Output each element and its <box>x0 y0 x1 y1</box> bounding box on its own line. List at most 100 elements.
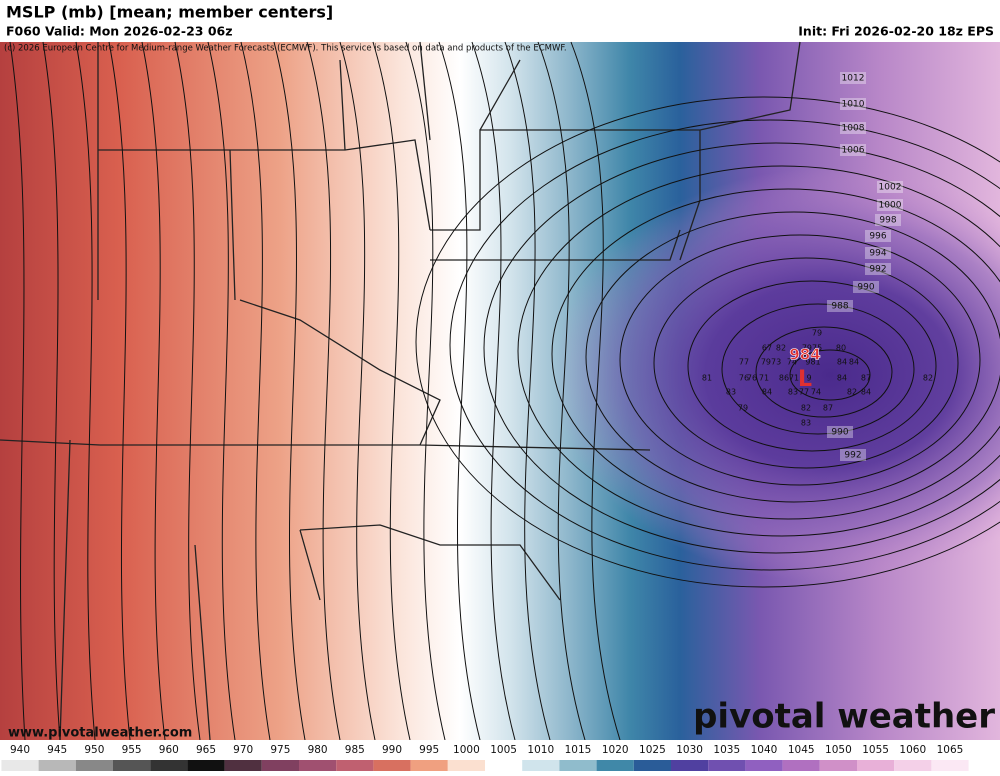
member-label: 67 <box>762 344 772 353</box>
member-label: 82 <box>801 404 811 413</box>
colorbar-tick-label: 960 <box>159 744 179 756</box>
colorbar-tick-label: 1000 <box>453 744 480 756</box>
isobar <box>174 41 201 741</box>
isobar <box>9 41 26 741</box>
colorbar-tick-label: 1015 <box>565 744 592 756</box>
member-label: 77 <box>739 358 749 367</box>
colorbar-tick-label: 1055 <box>862 744 889 756</box>
title: MSLP (mb) [mean; member centers] <box>6 3 333 22</box>
isobar <box>306 41 341 741</box>
isobar <box>339 41 376 741</box>
isobar <box>789 349 871 401</box>
member-label: 84 <box>837 374 847 383</box>
contour-label-box <box>840 122 866 134</box>
contour-label: 994 <box>869 249 886 259</box>
contour-label: 1012 <box>842 74 865 84</box>
map: (c) 2026 European Centre for Medium-rang… <box>0 41 1000 741</box>
contour-label-box <box>865 230 891 242</box>
colorbar-swatch <box>299 760 337 771</box>
colorbar-tick-label: 975 <box>270 744 290 756</box>
member-label: 86 <box>779 374 789 383</box>
colorbar-swatch <box>708 760 746 771</box>
member-label: 82 <box>847 388 857 397</box>
colorbar-tick-label: 1045 <box>788 744 815 756</box>
isobar <box>483 142 1000 554</box>
isobar <box>471 41 516 741</box>
member-label: 84 <box>837 358 847 367</box>
contour-label-box <box>877 199 903 211</box>
contour-label: 1002 <box>879 183 902 193</box>
contour-label-box <box>875 214 901 226</box>
colorbar-tick-label: 945 <box>47 744 67 756</box>
isobar <box>449 119 1000 571</box>
colorbar-tick-label: 965 <box>196 744 216 756</box>
member-label: 981 <box>805 358 820 367</box>
isobar <box>240 41 271 741</box>
contour-label-box <box>827 426 853 438</box>
valid-time: F060 Valid: Mon 2026-02-23 06z <box>6 24 233 39</box>
colorbar-swatch <box>559 760 597 771</box>
colorbar-swatch <box>1 760 39 771</box>
member-label: 7973 <box>761 358 781 367</box>
contour-label-box <box>840 98 866 110</box>
contour-label: 992 <box>869 265 886 275</box>
contour-label: 988 <box>831 302 848 312</box>
member-label: 84 <box>762 388 772 397</box>
contour-label: 990 <box>831 428 848 438</box>
isobar <box>570 41 621 741</box>
member-label: 84 <box>861 388 871 397</box>
isobar <box>619 234 981 486</box>
colorbar-swatch <box>857 760 895 771</box>
contour-label-box <box>840 144 866 156</box>
colorbar-tick-label: 980 <box>308 744 328 756</box>
isobar <box>141 41 166 741</box>
state-borders <box>0 41 801 741</box>
low-value: 984 <box>789 346 820 364</box>
colorbar-swatch <box>373 760 411 771</box>
member-label: 83 <box>788 388 798 397</box>
colorbar-swatch <box>633 760 671 771</box>
colorbar-swatch <box>596 760 634 771</box>
colorbar-tick-label: 990 <box>382 744 402 756</box>
colorbar-tick-label: 955 <box>122 744 142 756</box>
isobar <box>504 41 551 741</box>
contour-label: 996 <box>869 232 886 242</box>
isobar <box>551 188 1000 520</box>
copyright: (c) 2026 European Centre for Medium-rang… <box>4 44 567 54</box>
contour-label: 990 <box>857 283 874 293</box>
member-label: 7975 <box>802 344 822 353</box>
contour-label-box <box>840 72 866 84</box>
member-label: 82 <box>776 344 786 353</box>
isobar <box>372 41 411 741</box>
contour-label-box <box>865 263 891 275</box>
colorbar-swatch <box>745 760 783 771</box>
isobar <box>405 41 446 741</box>
colorbar-swatch <box>671 760 709 771</box>
colorbar-swatch <box>224 760 262 771</box>
colorbar-swatch <box>38 760 76 771</box>
member-label: 79 <box>812 329 822 338</box>
colorbar-swatch <box>782 760 820 771</box>
member-label: 74 <box>811 388 821 397</box>
contour-label: 1006 <box>842 146 865 156</box>
member-label: 71 <box>789 374 799 383</box>
isobar <box>42 41 61 741</box>
colorbar-tick-label: 950 <box>84 744 104 756</box>
member-label: 82 <box>923 374 933 383</box>
isobars <box>9 41 1000 741</box>
contour-label: 1010 <box>842 100 865 110</box>
isobar <box>585 211 1000 503</box>
colorbar-tick-label: 970 <box>233 744 253 756</box>
low-field <box>0 42 1000 740</box>
init-time: Init: Fri 2026-02-20 18z EPS <box>798 24 994 39</box>
contour-label: 992 <box>844 451 861 461</box>
colorbar-swatch <box>113 760 151 771</box>
contour-label-box <box>853 281 879 293</box>
colorbar-tick-label: 1005 <box>490 744 517 756</box>
member-label: 83 <box>801 419 811 428</box>
colorbar-swatch <box>150 760 188 771</box>
member-label: 81 <box>702 374 712 383</box>
member-label: 79 <box>738 404 748 413</box>
isobar <box>415 96 1000 588</box>
contour-label-box <box>827 300 853 312</box>
